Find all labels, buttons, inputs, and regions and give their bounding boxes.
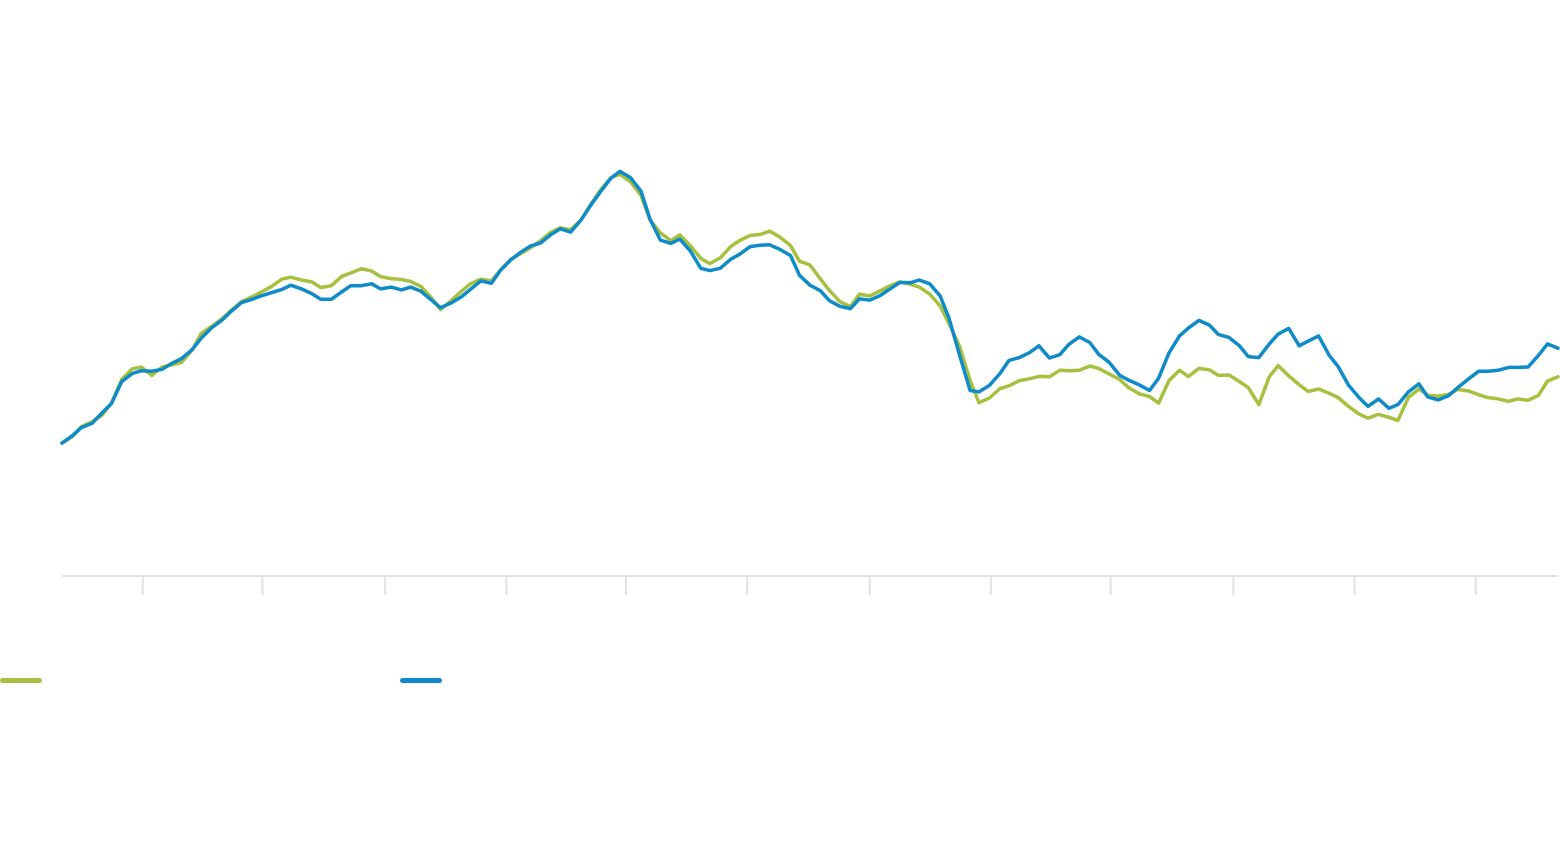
legend-swatch-series-1 [0, 677, 42, 683]
legend-item-series-2[interactable] [400, 677, 450, 683]
legend-item-series-1[interactable] [0, 677, 50, 683]
series-layer [60, 169, 1560, 445]
series-line-2 [60, 169, 1560, 445]
legend [0, 672, 800, 688]
legend-swatch-series-2 [400, 677, 442, 683]
x-axis-ticks [141, 577, 1477, 595]
series-line-1 [60, 172, 1560, 445]
